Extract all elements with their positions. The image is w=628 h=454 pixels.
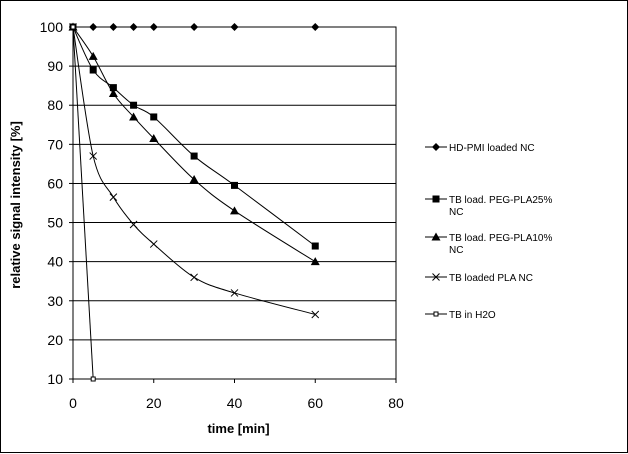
legend-entry: TB load. PEG-PLA10%NC <box>425 232 552 256</box>
series-line <box>72 26 316 315</box>
x-marker-stroke <box>129 220 138 229</box>
data-point <box>230 206 239 215</box>
data-point <box>311 242 319 250</box>
y-tick-label: 80 <box>47 97 63 113</box>
y-tick-label: 100 <box>40 19 64 35</box>
data-point <box>109 193 118 201</box>
data-point <box>89 152 98 160</box>
data-point <box>70 24 76 30</box>
series-line <box>72 26 316 247</box>
data-point <box>149 133 159 142</box>
series-1 <box>69 23 319 250</box>
data-point <box>310 257 320 266</box>
x-marker-stroke <box>230 289 239 297</box>
data-point <box>190 23 199 31</box>
legend-label: NC <box>449 245 463 256</box>
legend-label: NC <box>449 207 463 218</box>
tick-labels: 10 20 30 40 50 60 70 80 90 100 0 20 40 60 80 <box>40 19 404 411</box>
legend-entry: TB in H2O <box>425 310 496 321</box>
data-point <box>149 23 158 31</box>
y-tick-label: 30 <box>47 293 63 309</box>
x-marker-stroke <box>149 240 158 248</box>
data-point <box>129 23 138 31</box>
data-point <box>150 113 158 121</box>
legend-marker <box>431 232 441 241</box>
y-tick-label: 20 <box>47 332 63 348</box>
x-tick-label: 60 <box>307 395 323 411</box>
y-axis-label: relative signal intensity [%] <box>8 121 23 289</box>
x-tick-label: 40 <box>227 395 243 411</box>
legend-marker <box>432 143 440 151</box>
series-line <box>72 26 94 380</box>
data-point <box>149 240 158 248</box>
data-point <box>230 289 239 297</box>
data-point <box>89 23 98 31</box>
x-axis-label: time [min] <box>207 421 269 436</box>
x-marker-stroke <box>89 152 98 160</box>
data-point <box>89 66 97 74</box>
x-marker-stroke <box>190 273 198 282</box>
data-point <box>190 273 198 282</box>
legend-marker <box>432 195 440 203</box>
x-marker-stroke <box>311 310 320 319</box>
data-point <box>130 101 138 109</box>
plot-area <box>72 26 397 380</box>
data-point <box>311 310 320 319</box>
legend-marker <box>432 273 440 281</box>
x-tick-label: 80 <box>388 395 404 411</box>
y-tick-label: 10 <box>47 371 63 387</box>
legend-label: TB in H2O <box>449 310 496 321</box>
series-0 <box>69 23 320 31</box>
legend-label: TB loaded PLA NC <box>449 273 533 284</box>
data-point <box>88 51 98 60</box>
legend-entry: TB load. PEG-PLA25%NC <box>425 195 552 218</box>
legend-marker <box>433 311 439 317</box>
y-tick-label: 50 <box>47 215 63 231</box>
data-point <box>190 152 198 160</box>
legend-label: TB load. PEG-PLA25% <box>449 195 552 206</box>
data-point <box>311 23 320 31</box>
gridlines <box>73 26 396 380</box>
y-tick-label: 60 <box>47 175 63 191</box>
data-point <box>108 88 118 97</box>
legend-entry: TB loaded PLA NC <box>425 273 533 284</box>
x-tick-label: 0 <box>69 395 77 411</box>
data-point <box>129 220 138 229</box>
y-tick-label: 40 <box>47 254 63 270</box>
x-marker-stroke <box>432 273 440 281</box>
data-point <box>90 376 96 382</box>
legend-label: HD-PMI loaded NC <box>449 143 535 154</box>
data-point <box>231 181 238 189</box>
legend-entry: HD-PMI loaded NC <box>425 143 535 154</box>
series-3 <box>69 23 320 319</box>
data-point <box>109 84 117 92</box>
x-marker-stroke <box>109 193 118 201</box>
x-tick-label: 20 <box>146 395 162 411</box>
data-point <box>129 112 139 121</box>
series-4 <box>70 24 96 382</box>
y-tick-label: 90 <box>47 58 63 74</box>
data-point <box>109 23 118 31</box>
data-point <box>189 175 199 184</box>
series-2 <box>68 22 320 266</box>
data-point <box>230 23 239 31</box>
legend-label: TB load. PEG-PLA10% <box>449 233 552 244</box>
series-group <box>68 22 320 382</box>
y-tick-label: 70 <box>47 136 63 152</box>
